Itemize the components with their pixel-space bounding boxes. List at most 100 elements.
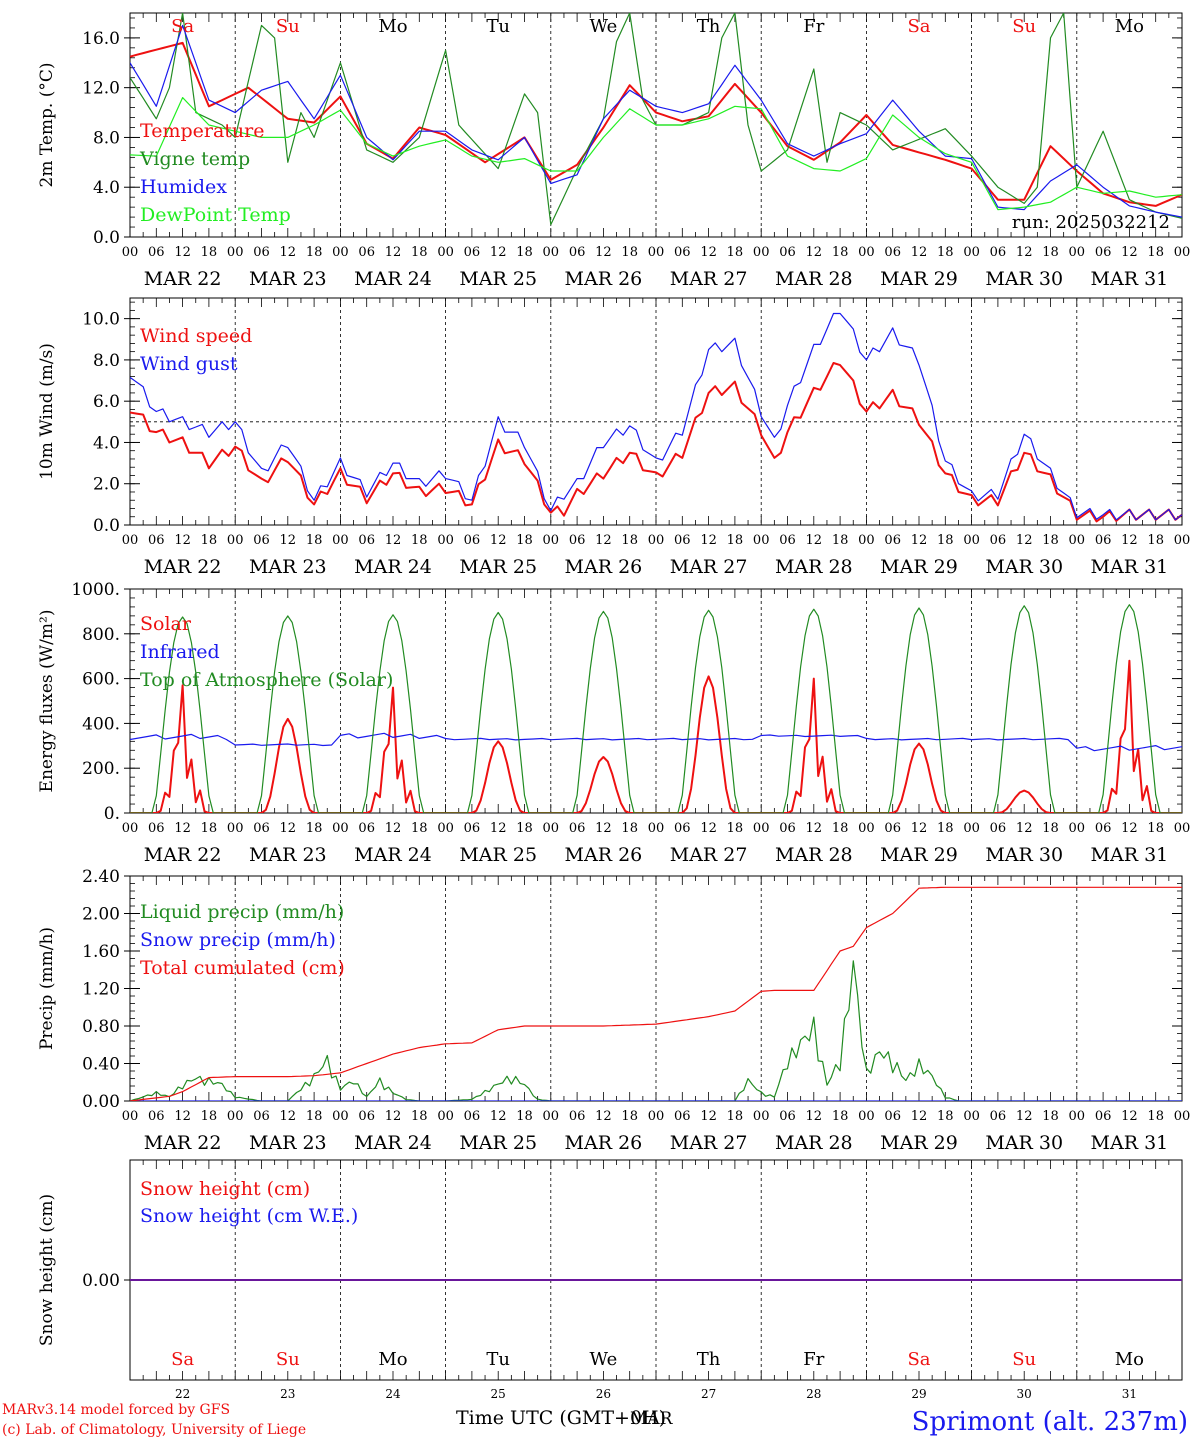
y-tick-label: 6.0	[93, 392, 120, 412]
x-date-label: MAR 24	[354, 268, 432, 290]
legend-snow-height-cm-: Snow height (cm)	[140, 1178, 310, 1200]
x-hour-label: 12	[385, 245, 402, 260]
x-hour-label: 00	[543, 1109, 560, 1124]
series-line-solar	[130, 659, 1182, 813]
x-hour-label: 18	[621, 533, 638, 548]
x-hour-label: 06	[569, 821, 586, 836]
y-axis-label: Energy fluxes (W/m²)	[37, 610, 57, 793]
x-hour-label: 18	[937, 245, 954, 260]
footer-day-number: 22	[175, 1387, 190, 1401]
x-hour-label: 06	[674, 533, 691, 548]
x-hour-label: 12	[700, 821, 717, 836]
x-date-label: MAR 30	[985, 844, 1063, 866]
x-hour-label: 18	[832, 821, 849, 836]
x-hour-label: 00	[227, 533, 244, 548]
time-axis-label: Time UTC (GMT+0H)	[456, 1407, 666, 1429]
x-hour-label: 06	[358, 821, 375, 836]
x-hour-label: 12	[280, 1109, 297, 1124]
x-date-label: MAR 24	[354, 1132, 432, 1154]
x-hour-label: 00	[1069, 533, 1086, 548]
x-hour-label: 06	[464, 821, 481, 836]
footer-day-number: 30	[1017, 1387, 1032, 1401]
x-hour-label: 06	[358, 1109, 375, 1124]
y-axis-label: Precip (mm/h)	[37, 927, 57, 1050]
x-hour-label: 00	[122, 245, 139, 260]
x-date-label: MAR 23	[249, 1132, 327, 1154]
x-date-label: MAR 31	[1091, 844, 1169, 866]
x-hour-label: 18	[516, 821, 533, 836]
x-date-label: MAR 25	[459, 268, 537, 290]
x-hour-label: 00	[858, 533, 875, 548]
legend-temperature: Temperature	[140, 120, 264, 142]
legend-solar: Solar	[140, 613, 192, 635]
x-hour-label: 00	[963, 533, 980, 548]
x-date-label: MAR 28	[775, 844, 853, 866]
x-hour-label: 00	[753, 1109, 770, 1124]
footer-day-number: 26	[596, 1387, 611, 1401]
x-date-label: MAR 28	[775, 268, 853, 290]
x-hour-label: 12	[1121, 1109, 1138, 1124]
footer-day-number: 28	[806, 1387, 821, 1401]
x-hour-label: 12	[1121, 533, 1138, 548]
x-hour-label: 12	[700, 1109, 717, 1124]
x-date-label: MAR 22	[144, 1132, 222, 1154]
x-hour-label: 18	[832, 533, 849, 548]
x-date-label: MAR 27	[670, 844, 748, 866]
weekday-label: Fr	[803, 1349, 824, 1370]
x-hour-label: 00	[332, 821, 349, 836]
x-date-label: MAR 31	[1091, 268, 1169, 290]
weekday-label: Th	[697, 16, 721, 37]
x-date-label: MAR 26	[565, 1132, 643, 1154]
y-tick-label: 0.0	[93, 516, 120, 536]
series-line-liquid-precip-mm-h-	[130, 960, 1182, 1101]
legend-vigne-temp: Vigne temp	[139, 148, 250, 170]
x-hour-label: 18	[1147, 821, 1164, 836]
x-hour-label: 12	[806, 245, 823, 260]
weekday-label: Tu	[486, 1349, 510, 1370]
station-label: Sprimont (alt. 237m)	[912, 1407, 1188, 1437]
x-date-label: MAR 24	[354, 844, 432, 866]
x-hour-label: 12	[490, 245, 507, 260]
x-hour-label: 18	[306, 245, 323, 260]
x-hour-label: 18	[411, 1109, 428, 1124]
x-hour-label: 00	[753, 245, 770, 260]
x-hour-label: 06	[569, 1109, 586, 1124]
x-hour-label: 06	[358, 533, 375, 548]
x-hour-label: 18	[727, 821, 744, 836]
y-tick-label: 0.00	[82, 1092, 120, 1112]
x-date-label: MAR 29	[880, 1132, 958, 1154]
x-hour-label: 06	[253, 821, 270, 836]
x-hour-label: 00	[1069, 245, 1086, 260]
x-hour-label: 00	[648, 821, 665, 836]
x-hour-label: 00	[543, 245, 560, 260]
x-hour-label: 12	[911, 821, 928, 836]
x-hour-label: 00	[437, 533, 454, 548]
series-group	[130, 312, 1182, 523]
x-hour-label: 12	[595, 245, 612, 260]
x-hour-label: 06	[779, 821, 796, 836]
time-axis-overlay: MAR	[630, 1409, 674, 1429]
x-hour-label: 00	[858, 821, 875, 836]
x-hour-label: 18	[1042, 245, 1059, 260]
y-axis-label: Snow height (cm)	[37, 1194, 57, 1346]
x-hour-label: 12	[806, 821, 823, 836]
x-hour-label: 18	[727, 1109, 744, 1124]
x-date-label: MAR 29	[880, 556, 958, 578]
x-hour-label: 06	[253, 245, 270, 260]
x-date-label: MAR 22	[144, 268, 222, 290]
x-hour-label: 18	[727, 245, 744, 260]
x-date-label: MAR 30	[985, 1132, 1063, 1154]
x-hour-label: 00	[963, 821, 980, 836]
series-group	[130, 604, 1182, 813]
series-line-humidex	[130, 24, 1182, 218]
weekday-label: Tu	[486, 16, 510, 37]
x-hour-label: 12	[700, 533, 717, 548]
x-hour-label: 06	[990, 1109, 1007, 1124]
footer-day-number: 31	[1122, 1387, 1137, 1401]
weekday-label: Mo	[378, 1349, 407, 1370]
series-line-dewpoint-temp	[130, 97, 1182, 211]
x-hour-label: 18	[1042, 821, 1059, 836]
x-date-label: MAR 31	[1091, 556, 1169, 578]
legend-total-cumulated-cm-: Total cumulated (cm)	[140, 957, 345, 979]
